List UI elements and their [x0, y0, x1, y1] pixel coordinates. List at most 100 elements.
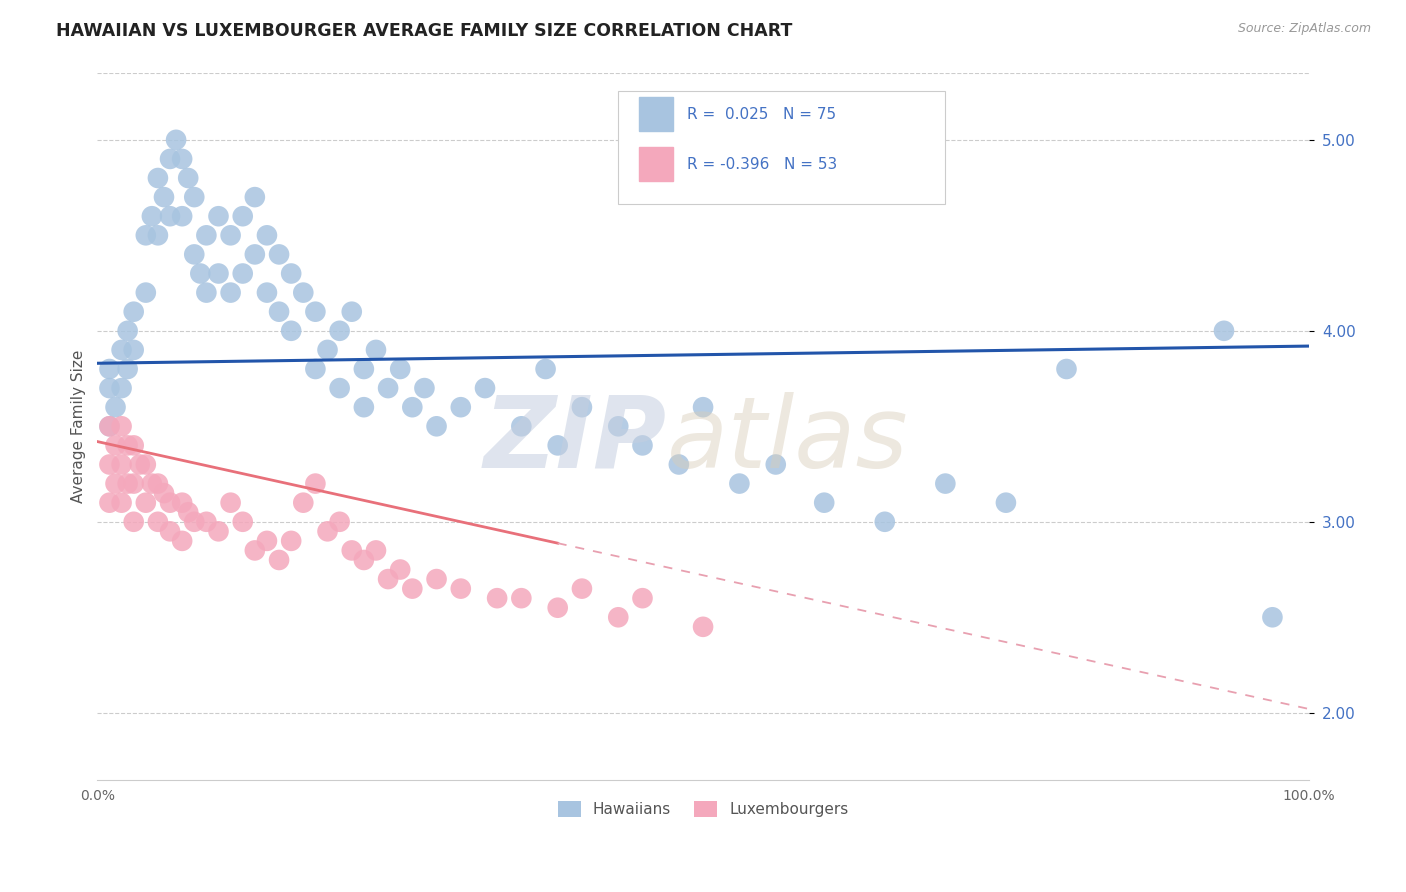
Point — [401, 400, 423, 414]
FancyBboxPatch shape — [638, 97, 673, 131]
Point — [183, 247, 205, 261]
Point — [329, 381, 352, 395]
Point — [188, 267, 211, 281]
Text: R = -0.396   N = 53: R = -0.396 N = 53 — [688, 157, 838, 171]
Point — [141, 476, 163, 491]
Point — [122, 304, 145, 318]
Point — [256, 533, 278, 548]
Point — [304, 362, 326, 376]
Point — [159, 209, 181, 223]
Point — [292, 285, 315, 300]
Point — [122, 476, 145, 491]
Point — [195, 228, 218, 243]
Point — [510, 591, 533, 606]
Legend: Hawaiians, Luxembourgers: Hawaiians, Luxembourgers — [550, 794, 856, 825]
Point — [329, 324, 352, 338]
Point — [172, 152, 194, 166]
Point — [364, 543, 387, 558]
Point — [510, 419, 533, 434]
Point — [316, 343, 339, 357]
Point — [267, 553, 290, 567]
Point — [135, 285, 157, 300]
Point — [219, 285, 242, 300]
Point — [994, 496, 1017, 510]
Point — [547, 600, 569, 615]
Point — [159, 152, 181, 166]
Point — [547, 438, 569, 452]
Point — [135, 228, 157, 243]
Point — [425, 572, 447, 586]
Point — [353, 400, 375, 414]
Point — [316, 524, 339, 539]
Point — [98, 362, 121, 376]
Text: Source: ZipAtlas.com: Source: ZipAtlas.com — [1237, 22, 1371, 36]
Point — [159, 524, 181, 539]
Point — [141, 209, 163, 223]
Point — [195, 285, 218, 300]
Point — [292, 496, 315, 510]
Point — [122, 343, 145, 357]
Point — [728, 476, 751, 491]
Point — [571, 582, 593, 596]
Point — [364, 343, 387, 357]
Point — [172, 533, 194, 548]
Point — [146, 228, 169, 243]
Point — [692, 620, 714, 634]
Point — [280, 324, 302, 338]
Point — [267, 304, 290, 318]
Point — [117, 476, 139, 491]
Text: HAWAIIAN VS LUXEMBOURGER AVERAGE FAMILY SIZE CORRELATION CHART: HAWAIIAN VS LUXEMBOURGER AVERAGE FAMILY … — [56, 22, 793, 40]
Point — [98, 381, 121, 395]
Point — [135, 496, 157, 510]
Point — [304, 304, 326, 318]
Point — [172, 496, 194, 510]
Point — [110, 458, 132, 472]
Point — [1056, 362, 1078, 376]
Point — [165, 133, 187, 147]
Point — [607, 610, 630, 624]
Point — [146, 476, 169, 491]
FancyBboxPatch shape — [638, 147, 673, 181]
Point — [329, 515, 352, 529]
Point — [353, 362, 375, 376]
Point — [243, 543, 266, 558]
Point — [692, 400, 714, 414]
Point — [98, 458, 121, 472]
Point — [474, 381, 496, 395]
Point — [122, 515, 145, 529]
Point — [146, 515, 169, 529]
Text: atlas: atlas — [666, 392, 908, 489]
Point — [117, 362, 139, 376]
Point — [195, 515, 218, 529]
Point — [232, 515, 254, 529]
Point — [172, 209, 194, 223]
Point — [219, 496, 242, 510]
Point — [232, 209, 254, 223]
Y-axis label: Average Family Size: Average Family Size — [72, 350, 86, 503]
Point — [98, 419, 121, 434]
Point — [159, 496, 181, 510]
Point — [122, 438, 145, 452]
Point — [873, 515, 896, 529]
Point — [110, 343, 132, 357]
Point — [104, 400, 127, 414]
Point — [128, 458, 150, 472]
Point — [104, 438, 127, 452]
Point — [135, 458, 157, 472]
Point — [256, 228, 278, 243]
Point — [1213, 324, 1236, 338]
Point — [256, 285, 278, 300]
Point — [607, 419, 630, 434]
Text: R =  0.025   N = 75: R = 0.025 N = 75 — [688, 107, 837, 122]
Point — [243, 247, 266, 261]
Point — [110, 381, 132, 395]
Point — [1261, 610, 1284, 624]
Point — [668, 458, 690, 472]
Point — [219, 228, 242, 243]
Point — [377, 381, 399, 395]
Point — [765, 458, 787, 472]
Point — [340, 304, 363, 318]
Point — [486, 591, 509, 606]
Point — [401, 582, 423, 596]
Point — [207, 209, 229, 223]
